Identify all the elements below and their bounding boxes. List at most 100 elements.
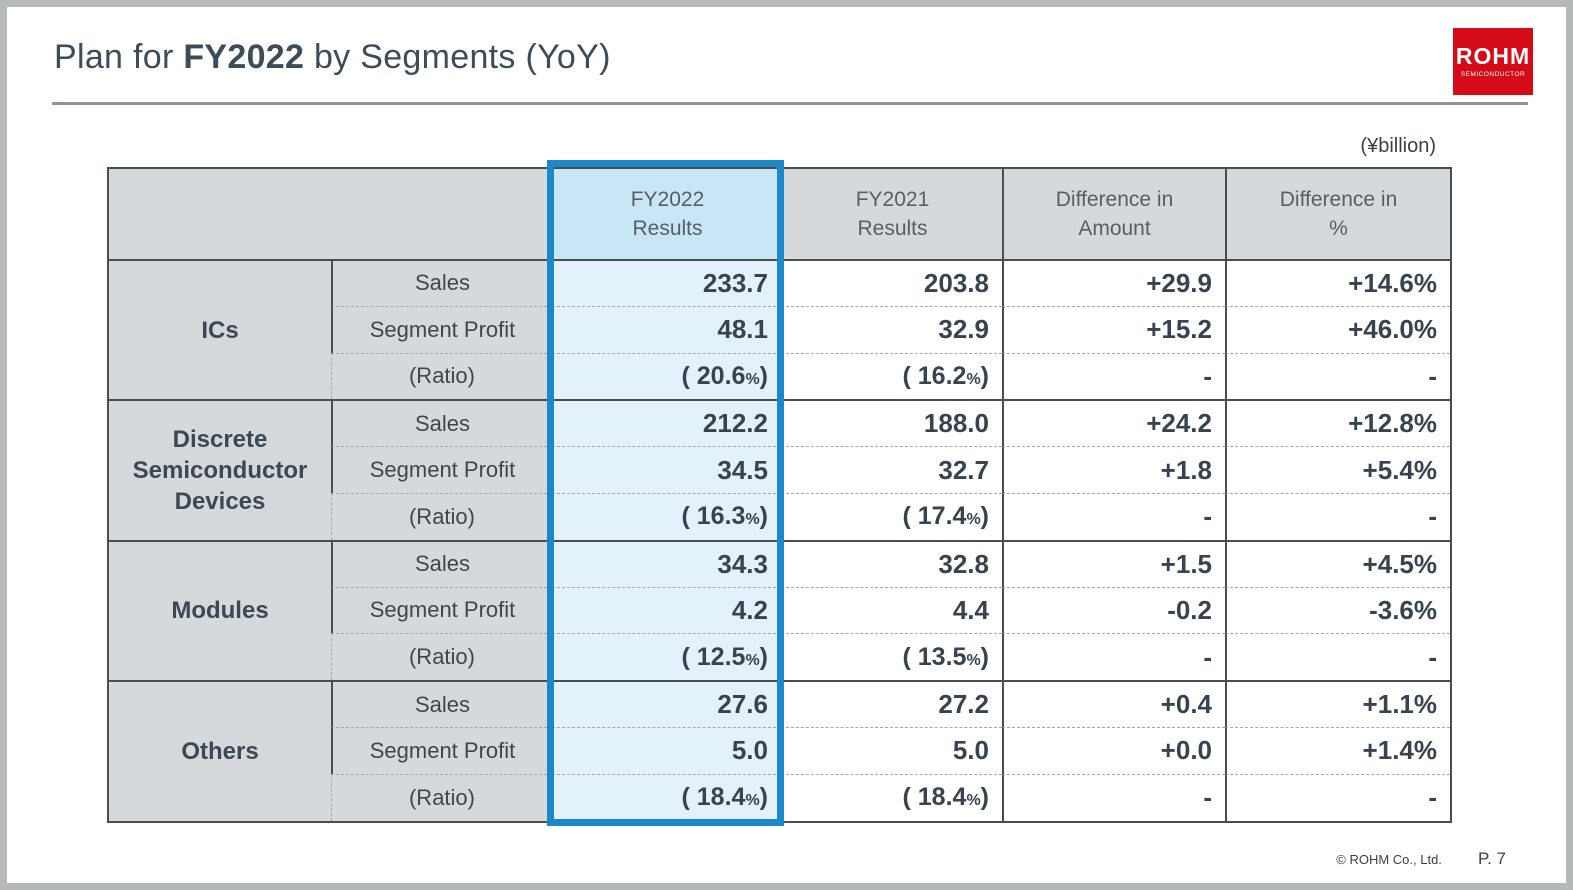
table-row-modules-sales: Modules Sales 34.3 32.8 +1.5 +4.5% (109, 539, 1450, 681)
percent-sign: % (745, 370, 760, 388)
header-diff-pct: Difference in % (1225, 169, 1450, 259)
diff-pct-value: +46.0% (1225, 305, 1450, 353)
ratio-number: ( 16.3 (681, 502, 746, 531)
diff-pct-value: +4.5% (1225, 539, 1450, 587)
ratio-close-paren: ) (980, 642, 989, 671)
fy2021-ratio-value: ( 18.4%) (781, 773, 1002, 821)
fy2021-ratio-value: ( 17.4%) (781, 492, 1002, 540)
rohm-logo: ROHM SEMICONDUCTOR (1453, 28, 1533, 95)
table-row-ics-ratio: (Ratio) ( 20.6%) ( 16.2%) - - (109, 352, 1450, 400)
diff-pct-value: +1.1% (1225, 680, 1450, 727)
ratio-close-paren: ) (980, 502, 989, 531)
diff-amount-value: - (1002, 773, 1225, 821)
diff-amount-value: +15.2 (1002, 305, 1225, 353)
copyright-text: © ROHM Co., Ltd. (1336, 852, 1442, 867)
ratio-number: ( 12.5 (681, 642, 746, 671)
header-diff-amount-line2: Amount (1078, 217, 1151, 240)
fy2022-value: 34.3 (552, 539, 781, 587)
diff-pct-value: +14.6% (1225, 259, 1450, 306)
diff-pct-value: - (1225, 352, 1450, 400)
fy2022-value: 48.1 (552, 305, 781, 353)
fy2022-value: 27.6 (552, 680, 781, 727)
fy2021-value: 203.8 (781, 259, 1002, 306)
rohm-logo-subtext: SEMICONDUCTOR (1460, 71, 1526, 78)
segment-name-modules: Modules (109, 539, 331, 681)
fy2021-ratio-value: ( 13.5%) (781, 633, 1002, 681)
table-row-ics-sales: ICs Sales 233.7 203.8 +29.9 +14.6% (109, 259, 1450, 400)
fy2022-ratio-value: ( 12.5%) (552, 633, 781, 681)
ratio-number: ( 18.4 (902, 783, 967, 812)
diff-amount-value: +0.4 (1002, 680, 1225, 727)
fy2021-value: 32.7 (781, 446, 1002, 493)
fy2022-ratio-value: ( 16.3%) (552, 492, 781, 540)
segment-name-ics: ICs (109, 259, 331, 400)
title-divider (52, 102, 1528, 105)
row-label: Sales (331, 680, 552, 727)
diff-pct-value: +12.8% (1225, 399, 1450, 447)
diff-pct-value: +5.4% (1225, 446, 1450, 493)
page-title: Plan for FY2022 by Segments (YoY) (54, 38, 611, 77)
header-fy2022-line2: Results (632, 217, 703, 240)
unit-note: (¥billion) (1360, 135, 1436, 157)
table-row-others-profit: Segment Profit 5.0 5.0 +0.0 +1.4% (109, 726, 1450, 774)
header-diff-pct-line2: % (1329, 217, 1348, 240)
row-label: Sales (331, 399, 552, 447)
row-label: Segment Profit (331, 726, 552, 774)
diff-amount-value: -0.2 (1002, 586, 1225, 634)
segment-name-others: Others (109, 680, 331, 821)
percent-sign: % (966, 511, 981, 529)
header-fy2022: FY2022 Results (552, 169, 781, 259)
fy2021-value: 27.2 (781, 680, 1002, 727)
segments-table: FY2022 Results FY2021 Results Difference… (107, 167, 1452, 823)
diff-amount-value: +29.9 (1002, 259, 1225, 306)
ratio-close-paren: ) (980, 783, 989, 812)
ratio-close-paren: ) (980, 361, 989, 390)
ratio-close-paren: ) (759, 783, 768, 812)
title-fy2022: FY2022 (183, 38, 305, 76)
table-row-ics-profit: Segment Profit 48.1 32.9 +15.2 +46.0% (109, 305, 1450, 353)
fy2021-value: 32.8 (781, 539, 1002, 587)
header-fy2022-line1: FY2022 (630, 187, 705, 211)
table-row-modules-ratio: (Ratio) ( 12.5%) ( 13.5%) - - (109, 633, 1450, 681)
percent-sign: % (966, 792, 981, 810)
title-suffix: by Segments (YoY) (304, 38, 611, 76)
fy2021-value: 5.0 (781, 726, 1002, 774)
percent-sign: % (966, 651, 981, 669)
row-label: (Ratio) (331, 352, 552, 400)
diff-amount-value: - (1002, 492, 1225, 540)
diff-amount-value: +1.8 (1002, 446, 1225, 493)
segments-table-container: FY2022 Results FY2021 Results Difference… (107, 160, 1452, 826)
fy2022-ratio-value: ( 18.4%) (552, 773, 781, 821)
row-label: (Ratio) (331, 773, 552, 821)
diff-amount-value: - (1002, 352, 1225, 400)
header-fy2021: FY2021 Results (781, 169, 1002, 259)
rohm-logo-text: ROHM (1455, 43, 1531, 69)
diff-amount-value: +1.5 (1002, 539, 1225, 587)
slide-footer: © ROHM Co., Ltd. P. 7 (1336, 849, 1506, 869)
row-label: Segment Profit (331, 446, 552, 493)
diff-pct-value: - (1225, 773, 1450, 821)
fy2022-value: 212.2 (552, 399, 781, 447)
table-row-others-sales: Others Sales 27.6 27.2 +0.4 +1.1% (109, 680, 1450, 821)
table-row-discrete-ratio: (Ratio) ( 16.3%) ( 17.4%) - - (109, 492, 1450, 540)
percent-sign: % (966, 370, 981, 388)
ratio-close-paren: ) (759, 502, 768, 531)
header-row: FY2022 Results FY2021 Results Difference… (109, 169, 1450, 259)
title-prefix: Plan for (54, 38, 184, 76)
diff-pct-value: +1.4% (1225, 726, 1450, 774)
fy2022-value: 5.0 (552, 726, 781, 774)
header-diff-pct-line1: Difference in (1279, 187, 1398, 211)
header-diff-amount-line1: Difference in (1055, 187, 1174, 211)
page-number: P. 7 (1477, 849, 1506, 868)
percent-sign: % (745, 511, 760, 529)
segment-name-discrete: Discrete Semiconductor Devices (109, 399, 331, 540)
ratio-number: ( 17.4 (902, 502, 967, 531)
diff-amount-value: - (1002, 633, 1225, 681)
table-row-discrete-profit: Segment Profit 34.5 32.7 +1.8 +5.4% (109, 446, 1450, 493)
diff-amount-value: +24.2 (1002, 399, 1225, 447)
diff-pct-value: -3.6% (1225, 586, 1450, 634)
header-diff-amount: Difference in Amount (1002, 169, 1225, 259)
fy2021-value: 4.4 (781, 586, 1002, 634)
table-row-others-ratio: (Ratio) ( 18.4%) ( 18.4%) - - (109, 773, 1450, 821)
